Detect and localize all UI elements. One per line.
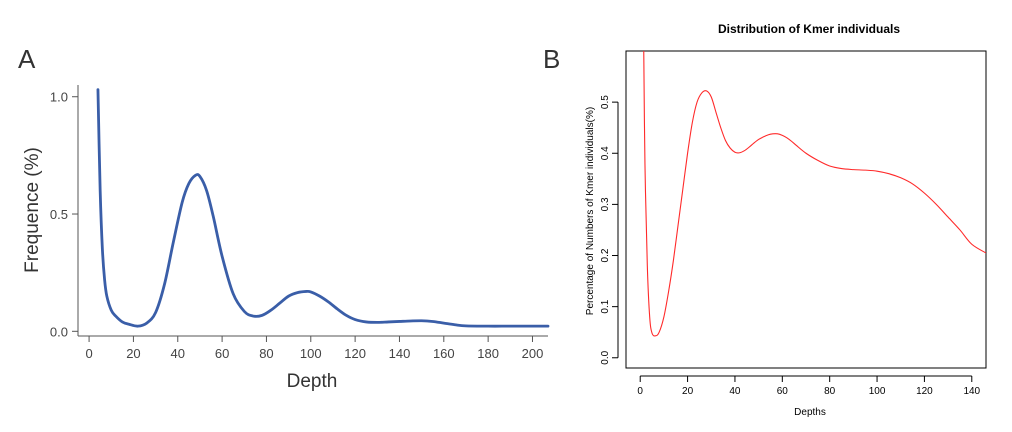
- panel-b-y-tick-label: 0.3: [600, 197, 611, 211]
- panel-a-y-tick-label: 1.0: [50, 90, 68, 105]
- panel-a-series-line: [96, 88, 550, 328]
- panel-b-y-tick-label: 0.4: [600, 146, 611, 160]
- panel-a-x-tick-label: 0: [85, 346, 92, 361]
- panel-a-ylabel: Frequence (%): [22, 147, 43, 273]
- panel-a-x-tick-label: 200: [522, 346, 544, 361]
- panel-b-x-tick-label: 80: [824, 386, 836, 397]
- panel-b-x-tick-label: 120: [916, 386, 933, 397]
- panel-a-x-tick-label: 120: [344, 346, 366, 361]
- panel-a-x-tick-label: 160: [433, 346, 455, 361]
- panel-b-title: Distribution of Kmer individuals: [718, 22, 900, 36]
- panel-b-xlabel: Depths: [794, 407, 826, 418]
- panel-a-x-tick-label: 100: [300, 346, 322, 361]
- panel-b-x-tick-label: 20: [682, 386, 694, 397]
- panel-b-x-tick-label: 100: [869, 386, 886, 397]
- panel-a-x-tick-label: 40: [171, 346, 185, 361]
- panel-b-x-tick-label: 0: [637, 386, 643, 397]
- panel-a-xlabel: Depth: [287, 371, 338, 392]
- panel-b-series-line: [643, 51, 986, 337]
- panel-a-letter: A: [18, 44, 36, 74]
- panel-a-y-tick-label: 0.5: [50, 207, 68, 222]
- panel-a-chart: Frequence (%) Depth 0 20 40 60 80 100 120 140 16…: [22, 85, 550, 392]
- panel-a-y-tick-label: 0.0: [50, 324, 68, 339]
- panel-b-chart: Distribution of Kmer individuals Percent…: [585, 22, 987, 418]
- panel-a-x-tick-label: 180: [477, 346, 499, 361]
- panel-b-plot-frame: [625, 50, 987, 369]
- panel-b-y-tick-label: 0.2: [600, 248, 611, 262]
- panel-b-x-tick-label: 140: [963, 386, 980, 397]
- panel-a-x-tick-label: 60: [215, 346, 229, 361]
- panel-b-x-tick-label: 40: [729, 386, 741, 397]
- panel-b-ylabel: Percentage of Numbers of Kmer individual…: [585, 107, 596, 315]
- panel-a-x-tick-label: 20: [126, 346, 140, 361]
- panel-a-x-tick-label: 140: [389, 346, 411, 361]
- panel-b-y-tick-label: 0.0: [600, 350, 611, 364]
- panel-a-x-tick-label: 80: [259, 346, 273, 361]
- panel-b-y-tick-label: 0.5: [600, 95, 611, 109]
- panel-b-letter: B: [543, 44, 560, 74]
- panel-b-x-tick-label: 60: [777, 386, 789, 397]
- panel-b-y-tick-label: 0.1: [600, 299, 611, 313]
